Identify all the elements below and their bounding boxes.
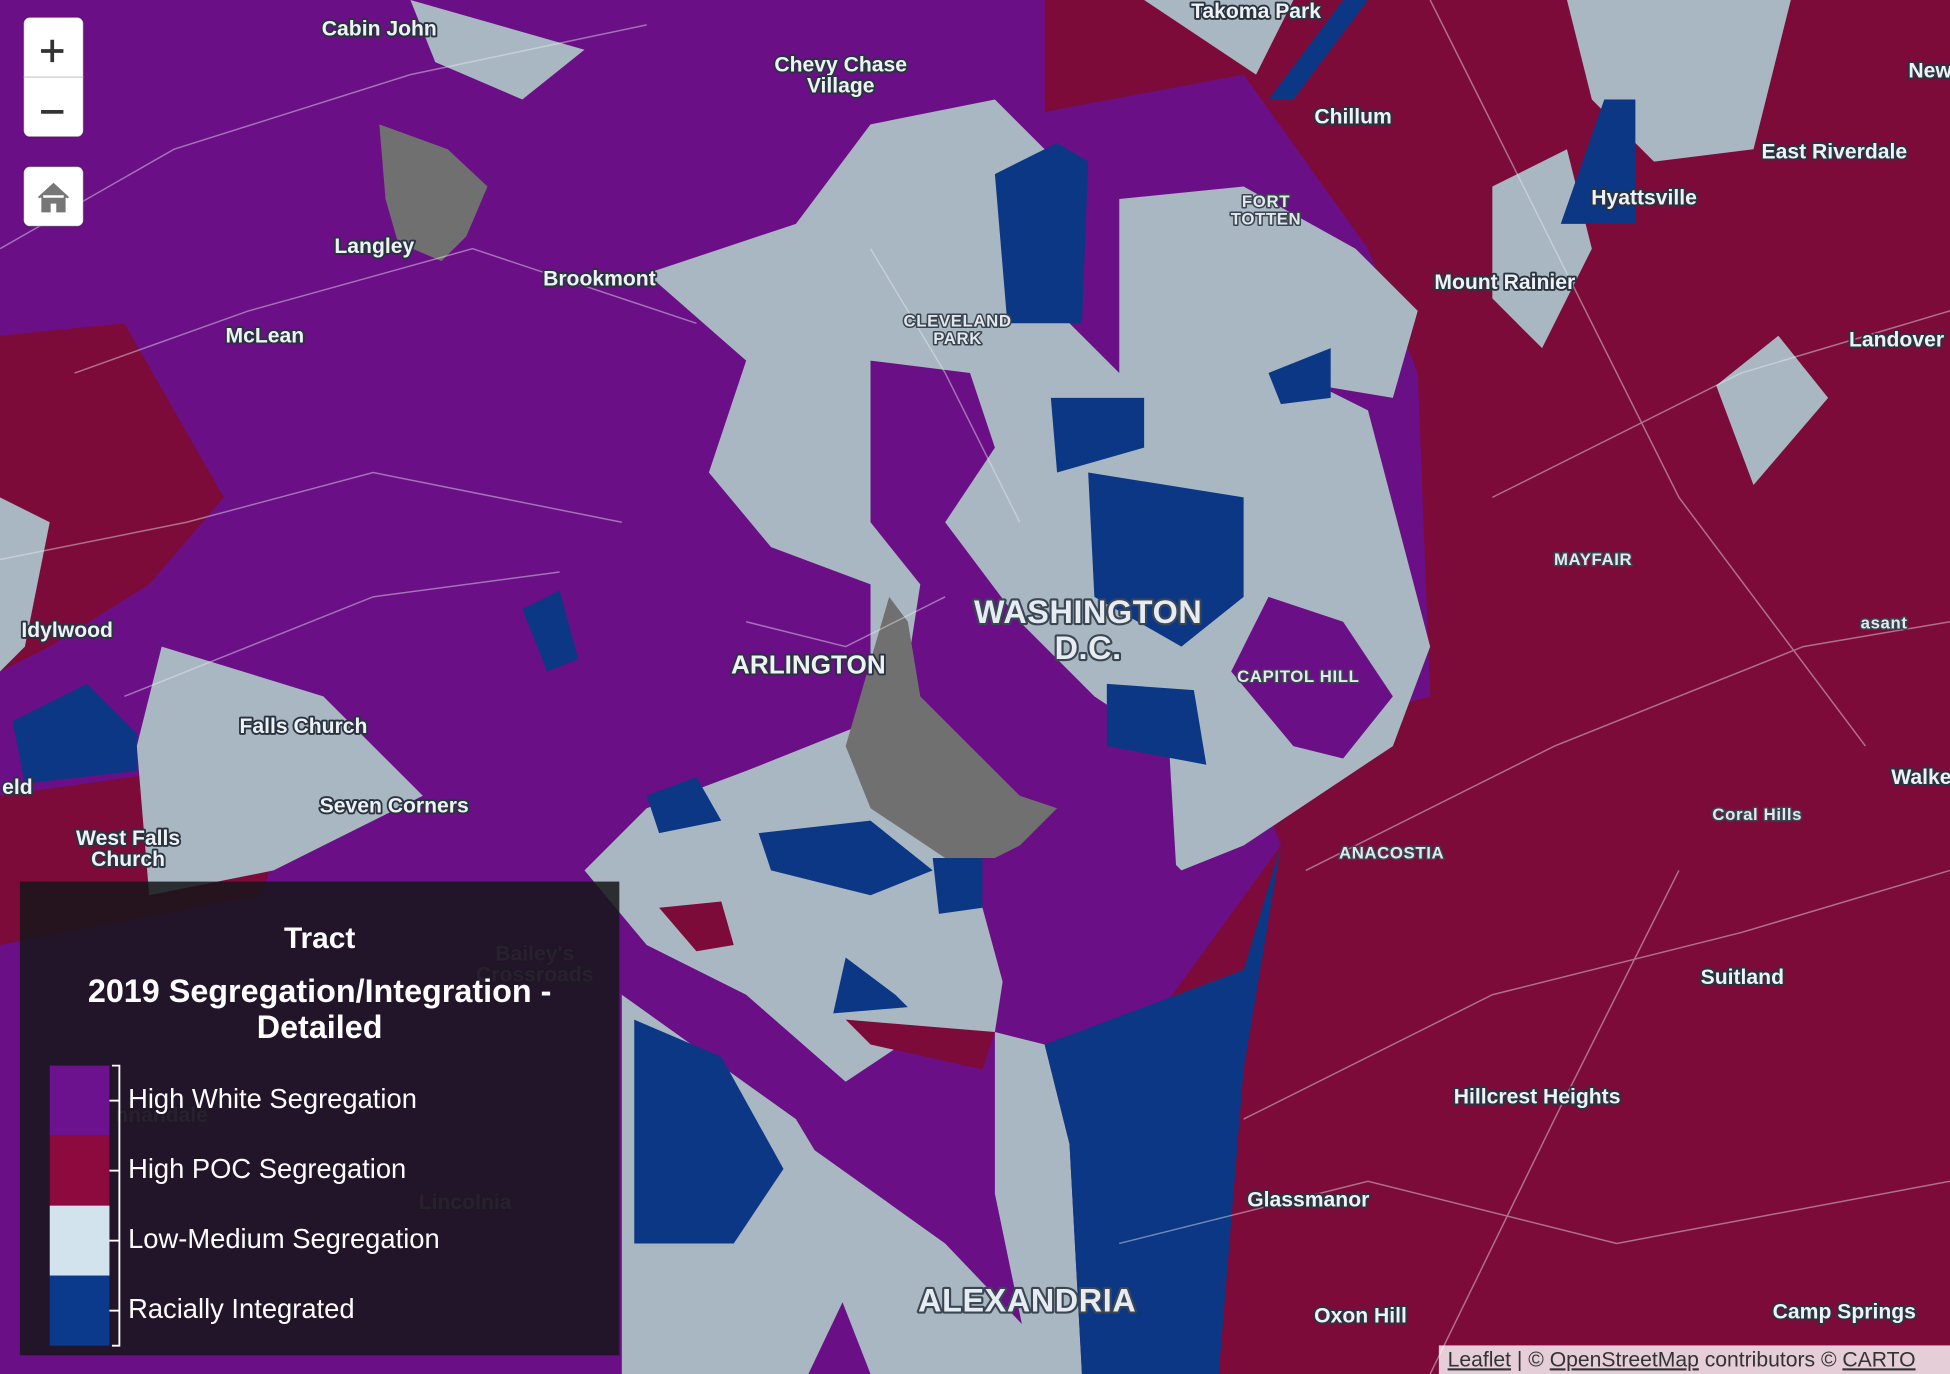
place-label: TOTTEN bbox=[1231, 210, 1301, 229]
tract-integrated bbox=[646, 777, 722, 834]
place-label: CLEVELAND bbox=[904, 311, 1012, 330]
place-label: Suitland bbox=[1701, 966, 1784, 989]
legend-swatch bbox=[49, 1205, 110, 1276]
tract-integrated bbox=[1560, 99, 1636, 224]
tract-low bbox=[410, 0, 585, 100]
tract-integrated bbox=[1044, 845, 1281, 1374]
attribution-link[interactable]: CARTO bbox=[1842, 1348, 1915, 1371]
tract-poc bbox=[0, 323, 224, 672]
place-label: Church bbox=[91, 848, 165, 871]
home-button[interactable] bbox=[23, 165, 84, 227]
tract-low bbox=[1119, 186, 1418, 398]
tract-poc bbox=[1044, 0, 1950, 1374]
home-box bbox=[23, 165, 84, 227]
place-label: ANACOSTIA bbox=[1339, 844, 1444, 863]
place-label: Hillcrest Heights bbox=[1454, 1086, 1621, 1109]
place-label: Walke bbox=[1891, 766, 1950, 789]
tract-integrated bbox=[12, 683, 137, 784]
place-label: CAPITOL HILL bbox=[1237, 667, 1359, 686]
tract-integrated bbox=[1050, 397, 1145, 473]
place-label: FORT bbox=[1242, 192, 1290, 211]
legend-label: Racially Integrated bbox=[128, 1293, 354, 1324]
home-icon bbox=[37, 182, 70, 213]
legend-label: High POC Segregation bbox=[128, 1153, 406, 1184]
tract-integrated bbox=[932, 857, 983, 914]
legend-label: High White Segregation bbox=[128, 1083, 417, 1114]
attribution-separator: | © bbox=[1511, 1348, 1550, 1371]
place-label: East Riverdale bbox=[1762, 141, 1908, 164]
place-label: Hyattsville bbox=[1591, 187, 1697, 210]
legend-subtitle: Detailed bbox=[257, 1009, 383, 1045]
place-label: MAYFAIR bbox=[1554, 550, 1632, 569]
place-label: New bbox=[1908, 60, 1950, 83]
tract-integrated bbox=[994, 142, 1089, 324]
tract-integrated bbox=[833, 957, 908, 1014]
place-label: Falls Church bbox=[239, 715, 367, 738]
place-label: PARK bbox=[933, 329, 982, 348]
place-label: WASHINGTON bbox=[974, 594, 1202, 630]
zoom-control[interactable] bbox=[23, 16, 84, 138]
tract-low bbox=[1716, 335, 1829, 485]
place-label: West Falls bbox=[76, 827, 180, 850]
place-label: Takoma Park bbox=[1191, 0, 1321, 23]
place-label: Oxon Hill bbox=[1314, 1304, 1407, 1327]
place-label: Brookmont bbox=[543, 267, 656, 290]
attribution-text: Leaflet | © OpenStreetMap contributors ©… bbox=[1448, 1348, 1916, 1371]
no-data-area bbox=[379, 124, 488, 262]
tract-integrated bbox=[1268, 348, 1331, 405]
place-label: Seven Corners bbox=[320, 795, 469, 818]
zoom-in[interactable] bbox=[41, 39, 64, 63]
attribution-separator: contributors © bbox=[1699, 1348, 1843, 1371]
place-label: Idylwood bbox=[21, 619, 113, 642]
legend: Tract 2019 Segregation/Integration -Deta… bbox=[19, 881, 620, 1356]
attribution-box bbox=[1438, 1345, 1950, 1374]
tract-low bbox=[136, 646, 423, 896]
tract-integrated bbox=[1088, 472, 1244, 647]
place-label: Landover bbox=[1849, 328, 1944, 351]
attribution-link[interactable]: OpenStreetMap bbox=[1550, 1348, 1699, 1371]
tract-poc bbox=[659, 901, 734, 952]
tract-integrated bbox=[758, 820, 933, 896]
tract-white bbox=[870, 360, 1182, 1045]
tract-integrated bbox=[1268, 0, 1368, 100]
attribution: Leaflet | © OpenStreetMap contributors ©… bbox=[1438, 1345, 1950, 1374]
place-label: Chillum bbox=[1314, 106, 1391, 129]
place-label: ARLINGTON bbox=[731, 649, 886, 679]
tract-integrated bbox=[634, 1019, 784, 1244]
place-label: Langley bbox=[334, 235, 414, 258]
tract-poc bbox=[845, 1019, 995, 1070]
legend-title: Tract bbox=[284, 922, 355, 955]
place-label: ALEXANDRIA bbox=[918, 1283, 1136, 1319]
tract-low bbox=[0, 497, 50, 672]
legend-swatch bbox=[49, 1135, 110, 1206]
tract-integrated bbox=[522, 590, 579, 672]
tract-white bbox=[1231, 596, 1393, 759]
legend-swatch bbox=[49, 1065, 110, 1136]
legend-bracket bbox=[111, 1064, 121, 1347]
tract-low bbox=[1144, 0, 1294, 75]
place-label: D.C. bbox=[1055, 630, 1122, 666]
place-label: eld bbox=[2, 776, 33, 799]
legend-swatch bbox=[49, 1275, 110, 1346]
tract-low bbox=[994, 1032, 1082, 1374]
place-label: Cabin John bbox=[322, 17, 437, 40]
place-label: Village bbox=[807, 75, 875, 98]
place-label: Mount Rainier bbox=[1434, 271, 1575, 294]
place-label: Glassmanor bbox=[1247, 1189, 1369, 1212]
place-label: McLean bbox=[226, 325, 305, 348]
place-label: Chevy Chase bbox=[774, 53, 907, 76]
attribution-link[interactable]: Leaflet bbox=[1448, 1348, 1512, 1371]
tract-integrated bbox=[1106, 683, 1207, 765]
place-label: asant bbox=[1861, 614, 1908, 633]
place-label: Coral Hills bbox=[1712, 805, 1802, 824]
legend-subtitle: 2019 Segregation/Integration - bbox=[88, 973, 552, 1009]
place-label: Camp Springs bbox=[1773, 1301, 1916, 1324]
legend-label: Low-Medium Segregation bbox=[128, 1223, 440, 1254]
